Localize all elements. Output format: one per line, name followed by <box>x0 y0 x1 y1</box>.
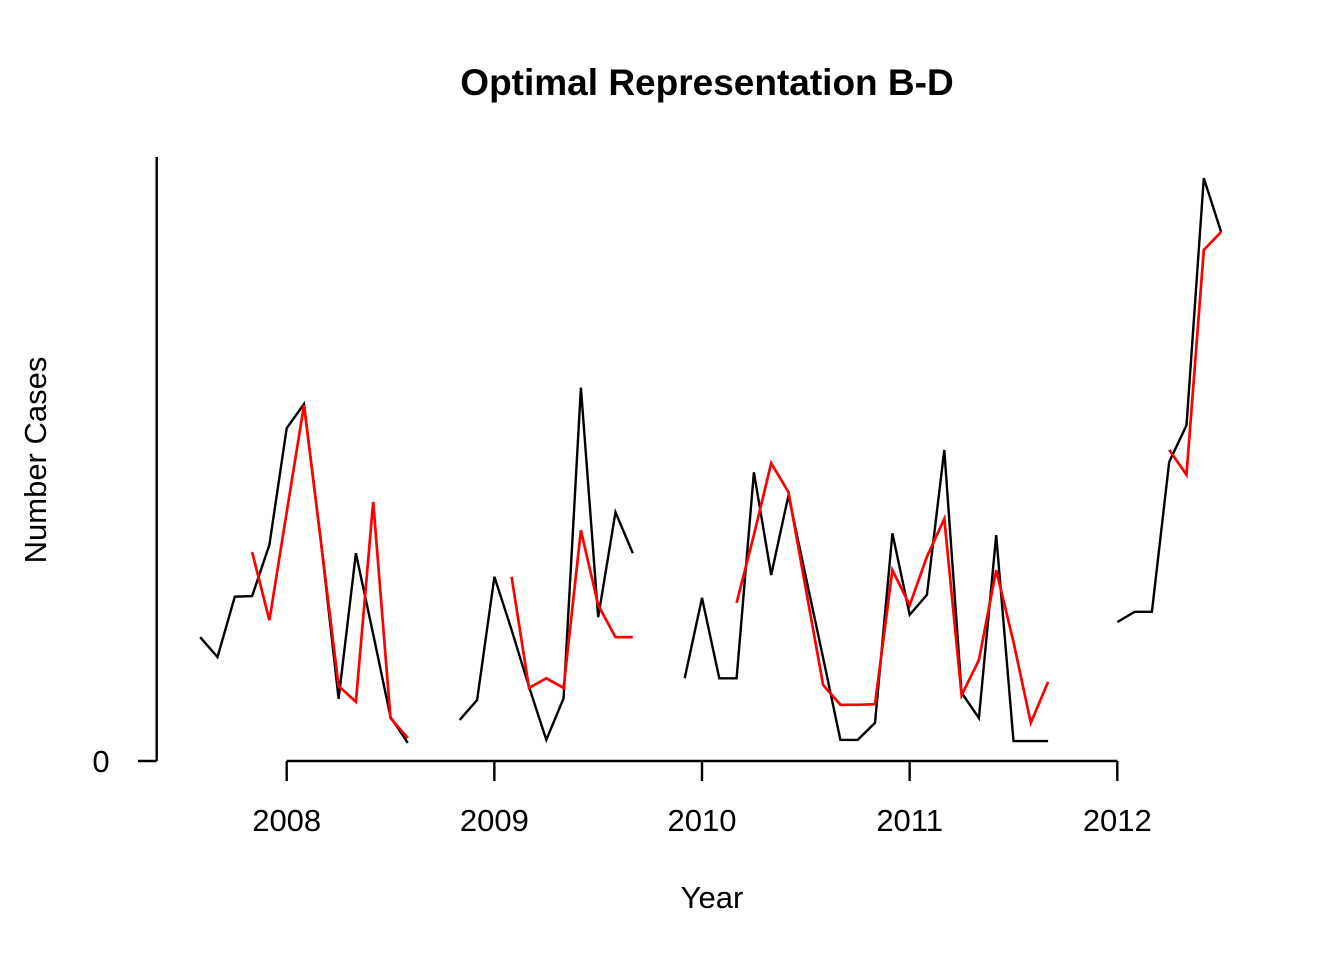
observed-line-segment <box>458 387 634 744</box>
y-axis: 0 Number Cases <box>18 157 158 779</box>
x-tick-label: 2012 <box>1083 803 1152 838</box>
x-tick-label: 2011 <box>876 803 943 838</box>
observed-line-segment <box>1116 177 1223 624</box>
optimal-line-segment <box>510 529 633 691</box>
y-tick-label-0: 0 <box>92 744 109 779</box>
x-tick-label: 2008 <box>252 803 321 838</box>
optimal-line-segment <box>735 459 1050 728</box>
series-lines <box>199 177 1223 744</box>
x-tick-label: 2010 <box>668 803 737 838</box>
x-tick-label: 2009 <box>460 803 529 838</box>
x-axis: 2008 2009 2010 2011 2012 Year <box>252 759 1152 915</box>
observed-line-segment <box>683 449 1049 743</box>
optimal-line-segment <box>1168 230 1223 479</box>
x-axis-title: Year <box>681 880 744 915</box>
x-axis-ticks: 2008 2009 2010 2011 2012 <box>252 761 1152 838</box>
optimal-line-segment <box>250 404 409 739</box>
y-axis-title: Number Cases <box>18 357 53 564</box>
observed-line-segment <box>199 400 409 744</box>
chart-title: Optimal Representation B-D <box>460 62 953 103</box>
